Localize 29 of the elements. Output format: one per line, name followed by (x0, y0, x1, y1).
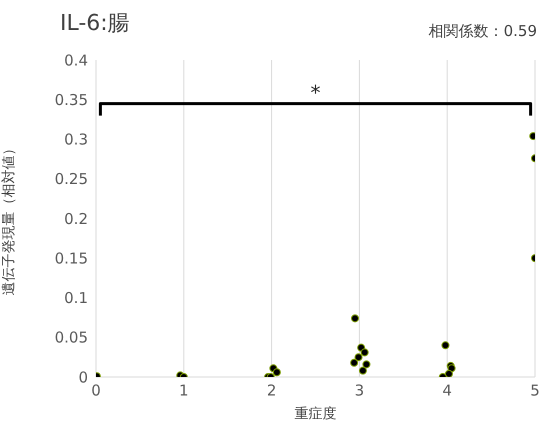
x-tick-label: 1 (179, 382, 189, 400)
y-tick-label: 0.3 (64, 130, 88, 149)
y-axis-title: 遺伝子発現量（相対値） (0, 142, 17, 296)
x-tick-label: 5 (530, 382, 540, 400)
y-tick-label: 0.05 (54, 328, 88, 347)
annotation: * (310, 80, 320, 105)
y-tick-label: 0.15 (54, 249, 88, 268)
point (350, 358, 358, 367)
point (444, 370, 453, 377)
y-tick-label: 0.25 (54, 170, 88, 188)
point (351, 314, 360, 322)
point (362, 360, 370, 368)
point (272, 368, 281, 376)
point (358, 366, 367, 375)
y-tick-label: 0.1 (64, 289, 88, 308)
x-tick-label: 3 (354, 382, 364, 400)
y-tick-label: 0 (78, 368, 88, 386)
x-tick-label: 4 (442, 382, 452, 400)
point (354, 353, 363, 362)
point (360, 348, 369, 356)
x-axis-title: 重症度 (294, 406, 336, 422)
chart-title: IL-6:腸 (60, 10, 130, 38)
text: 相関係数：0.59 (428, 22, 537, 41)
y-tick-label: 0.2 (64, 210, 88, 228)
point (441, 341, 450, 350)
y-tick-label: 0.35 (54, 90, 88, 109)
x-tick-label: 0 (91, 382, 101, 400)
x-tick-label: 2 (266, 382, 276, 400)
y-tick-label: 0.4 (64, 51, 88, 70)
